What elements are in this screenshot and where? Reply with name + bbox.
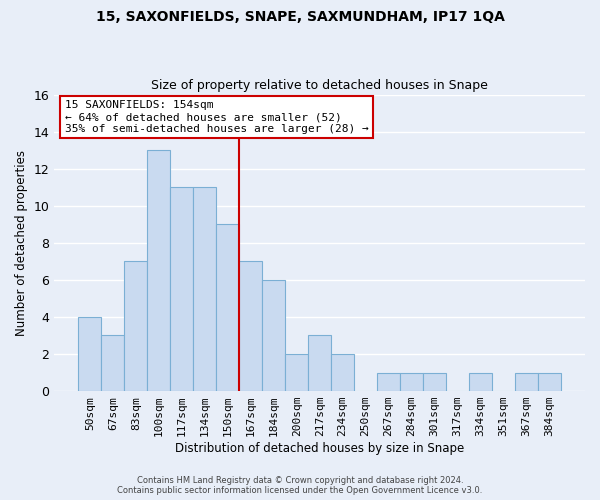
Bar [239,262,262,391]
Bar [515,372,538,391]
Bar [423,372,446,391]
Bar [331,354,354,391]
Bar [124,262,148,391]
Bar [170,187,193,391]
Title: Size of property relative to detached houses in Snape: Size of property relative to detached ho… [151,79,488,92]
Bar [148,150,170,391]
Bar [79,317,101,391]
Bar [101,336,124,391]
Bar [262,280,285,391]
Bar [285,354,308,391]
Text: 15 SAXONFIELDS: 154sqm
← 64% of detached houses are smaller (52)
35% of semi-det: 15 SAXONFIELDS: 154sqm ← 64% of detached… [65,100,368,134]
Text: Contains HM Land Registry data © Crown copyright and database right 2024.
Contai: Contains HM Land Registry data © Crown c… [118,476,482,495]
X-axis label: Distribution of detached houses by size in Snape: Distribution of detached houses by size … [175,442,464,455]
Text: 15, SAXONFIELDS, SNAPE, SAXMUNDHAM, IP17 1QA: 15, SAXONFIELDS, SNAPE, SAXMUNDHAM, IP17… [95,10,505,24]
Y-axis label: Number of detached properties: Number of detached properties [15,150,28,336]
Bar [469,372,492,391]
Bar [400,372,423,391]
Bar [216,224,239,391]
Bar [377,372,400,391]
Bar [193,187,216,391]
Bar [538,372,561,391]
Bar [308,336,331,391]
